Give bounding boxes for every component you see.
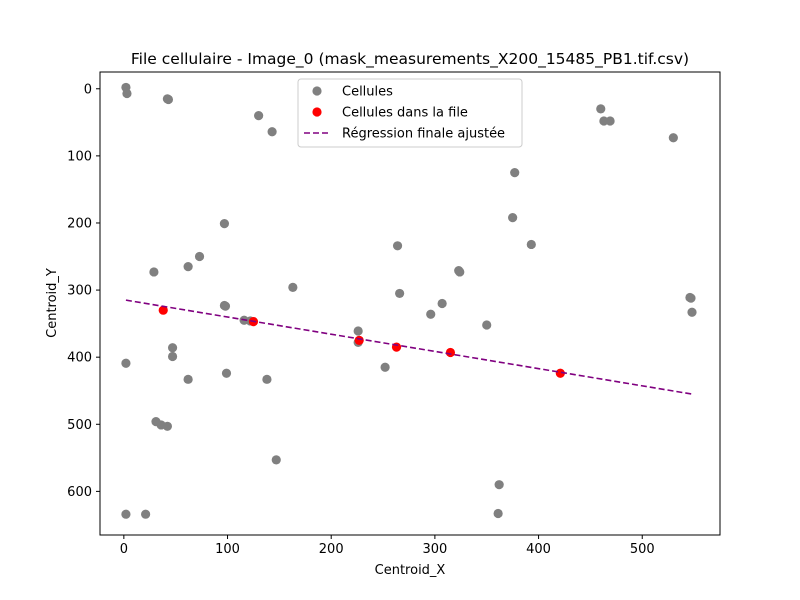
cell-point — [392, 241, 403, 251]
cell-point — [395, 288, 405, 299]
legend-label: Cellules dans la file — [342, 106, 468, 121]
cell-point — [254, 111, 264, 121]
row-cell-point — [354, 335, 364, 346]
x-tick-label: 500 — [630, 542, 655, 557]
y-tick-label: 400 — [67, 351, 92, 366]
cell-point — [380, 362, 390, 372]
y-tick-label: 300 — [67, 284, 92, 299]
legend-label: Cellules — [342, 85, 393, 100]
legend-box — [297, 78, 523, 148]
cell-point — [508, 213, 518, 223]
plot-area — [99, 71, 721, 536]
cell-point — [482, 320, 492, 330]
cell-point — [183, 261, 193, 272]
cell-point — [167, 343, 178, 353]
y-axis: 0 100 200 300 400 500 600 — [67, 82, 100, 500]
cell-point — [183, 374, 193, 384]
y-tick-label: 200 — [67, 216, 92, 231]
cell-point — [455, 267, 465, 277]
cell-point — [167, 351, 178, 362]
row-cell-point — [445, 347, 456, 358]
row-cell-point — [158, 305, 168, 315]
regression-line — [125, 299, 693, 395]
cell-point — [163, 94, 174, 105]
legend-marker — [312, 107, 322, 117]
cell-point — [267, 127, 277, 137]
cell-point — [510, 168, 520, 178]
x-tick-label: 0 — [120, 542, 128, 557]
cell-point — [288, 282, 298, 292]
cell-point — [426, 309, 436, 319]
y-tick-label: 0 — [84, 82, 92, 97]
cell-point — [262, 374, 272, 384]
cell-point — [219, 219, 230, 229]
cell-point — [141, 509, 151, 519]
row-cell-point — [555, 368, 565, 378]
cell-point — [121, 358, 131, 368]
cell-point — [122, 88, 132, 99]
cell-point — [221, 368, 232, 378]
legend: Cellules Cellules dans la file Régression … — [297, 78, 523, 148]
cell-point — [194, 251, 205, 262]
y-tick-label: 100 — [67, 149, 92, 164]
x-tick-label: 400 — [526, 542, 551, 557]
cell-point — [526, 239, 536, 250]
x-axis-title: Centroid_X — [375, 563, 446, 578]
cell-point — [121, 509, 131, 519]
x-tick-label: 100 — [215, 542, 240, 557]
cell-point — [437, 298, 447, 309]
cell-point — [668, 133, 678, 143]
cell-point — [271, 455, 281, 465]
cell-point — [605, 116, 615, 126]
x-axis: 0 100 200 300 400 500 — [120, 535, 655, 557]
plot-frame — [99, 71, 721, 536]
x-tick-label: 200 — [319, 542, 344, 557]
cell-point — [494, 480, 504, 490]
y-tick-label: 500 — [67, 418, 92, 433]
cell-point — [686, 293, 696, 303]
y-axis-title: Centroid_Y — [45, 268, 60, 338]
chart-title: File cellulaire - Image_0 (mask_measurem… — [131, 50, 689, 69]
legend-label: Régression finale ajustée — [342, 127, 505, 142]
cell-point — [220, 301, 231, 311]
legend-marker — [312, 86, 322, 96]
cell-point — [149, 267, 159, 277]
cell-point — [353, 326, 363, 336]
y-tick-label: 600 — [67, 485, 92, 500]
cell-point — [596, 104, 606, 114]
cell-point — [493, 508, 503, 519]
cell-point — [162, 421, 172, 431]
cell-point — [687, 307, 697, 317]
x-tick-label: 300 — [422, 542, 447, 557]
